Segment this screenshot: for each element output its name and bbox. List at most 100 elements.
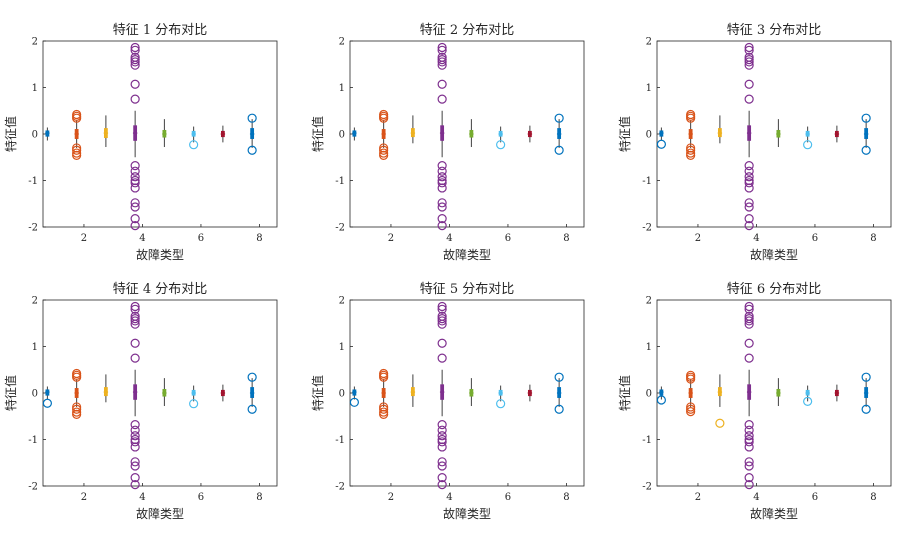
outlier-point	[72, 372, 82, 382]
box-2	[686, 109, 696, 160]
box-8	[861, 372, 871, 414]
x-tick-label: 4	[446, 233, 452, 244]
box-3	[715, 374, 725, 428]
y-tick-label: 2	[32, 296, 38, 307]
outlier-point	[744, 461, 754, 471]
outlier-point	[130, 301, 140, 312]
outlier-point	[744, 45, 754, 55]
box-5	[776, 378, 781, 407]
outlier-point	[686, 111, 696, 121]
box-7	[527, 125, 533, 143]
outlier-point	[379, 148, 389, 158]
x-tick-label: 2	[81, 492, 87, 503]
box-4	[744, 42, 754, 231]
outlier-point	[744, 79, 754, 89]
box-6	[189, 126, 199, 150]
outlier-point	[437, 202, 447, 212]
outlier-point	[554, 372, 564, 382]
outlier-point	[744, 425, 754, 435]
x-tick-label: 8	[563, 492, 569, 503]
y-axis-label: 特征值	[310, 116, 325, 152]
y-tick-label: 0	[32, 389, 38, 400]
outlier-point	[496, 140, 506, 150]
subplot-title: 特征 1 分布对比	[113, 23, 208, 38]
outlier-point	[130, 166, 140, 176]
box-4	[130, 301, 140, 490]
box-8	[247, 372, 257, 414]
box-5	[469, 378, 474, 407]
outlier-point	[437, 480, 447, 490]
y-tick-label: -1	[642, 176, 652, 187]
outlier-point	[861, 113, 871, 123]
x-tick-label: 6	[505, 233, 511, 244]
outlier-point	[72, 370, 82, 380]
outlier-point	[744, 166, 754, 176]
outlier-point	[130, 319, 140, 329]
y-axis-label: 特征值	[617, 375, 632, 411]
box-1	[45, 127, 50, 141]
outlier-point	[247, 372, 257, 382]
outlier-point	[379, 150, 389, 160]
outlier-point	[744, 437, 754, 447]
outlier-point	[130, 214, 140, 224]
outlier-point	[744, 161, 754, 171]
outlier-point	[744, 319, 754, 329]
box-6	[803, 385, 813, 406]
x-axis-label: 故障类型	[750, 506, 798, 521]
subplot-title: 特征 3 分布对比	[727, 23, 822, 38]
outlier-point	[130, 457, 140, 467]
outlier-point	[437, 353, 447, 363]
y-tick-label: 1	[646, 342, 652, 353]
box-2	[72, 368, 82, 419]
y-tick-label: 0	[339, 389, 345, 400]
outlier-point	[686, 150, 696, 160]
outlier-point	[437, 437, 447, 447]
outlier-point	[72, 150, 82, 160]
outlier-point	[686, 407, 696, 417]
box-4	[744, 301, 754, 490]
y-tick-label: 2	[646, 296, 652, 307]
outlier-point	[72, 404, 82, 414]
outlier-point	[130, 437, 140, 447]
outlier-point	[686, 402, 696, 412]
box-3	[103, 115, 109, 148]
outlier-point	[379, 404, 389, 414]
y-axis-label: 特征值	[310, 375, 325, 411]
box-1	[42, 386, 52, 408]
x-tick-label: 2	[388, 233, 394, 244]
outlier-point	[437, 198, 447, 208]
outlier-point	[130, 461, 140, 471]
outlier-point	[130, 79, 140, 89]
box-7	[527, 384, 533, 402]
outlier-point	[72, 113, 82, 123]
y-tick-label: 2	[339, 37, 345, 48]
outlier-point	[437, 338, 447, 348]
outlier-point	[349, 397, 359, 407]
outlier-point	[437, 166, 447, 176]
box-8	[861, 113, 871, 155]
box-1	[656, 127, 666, 149]
outlier-point	[744, 304, 754, 314]
outlier-point	[437, 301, 447, 312]
outlier-point	[437, 442, 447, 452]
outlier-point	[130, 42, 140, 53]
outlier-point	[686, 113, 696, 123]
outlier-point	[437, 314, 447, 324]
outlier-point	[686, 148, 696, 158]
box-8	[554, 372, 564, 414]
x-tick-label: 6	[812, 492, 818, 503]
y-tick-label: -2	[335, 482, 345, 493]
outlier-point	[130, 198, 140, 208]
x-axis-label: 故障类型	[750, 247, 798, 262]
outlier-point	[744, 42, 754, 53]
outlier-point	[72, 145, 82, 155]
y-tick-label: 2	[339, 296, 345, 307]
x-tick-label: 6	[198, 233, 204, 244]
x-tick-label: 2	[695, 492, 701, 503]
outlier-point	[130, 178, 140, 188]
outlier-point	[803, 140, 813, 150]
